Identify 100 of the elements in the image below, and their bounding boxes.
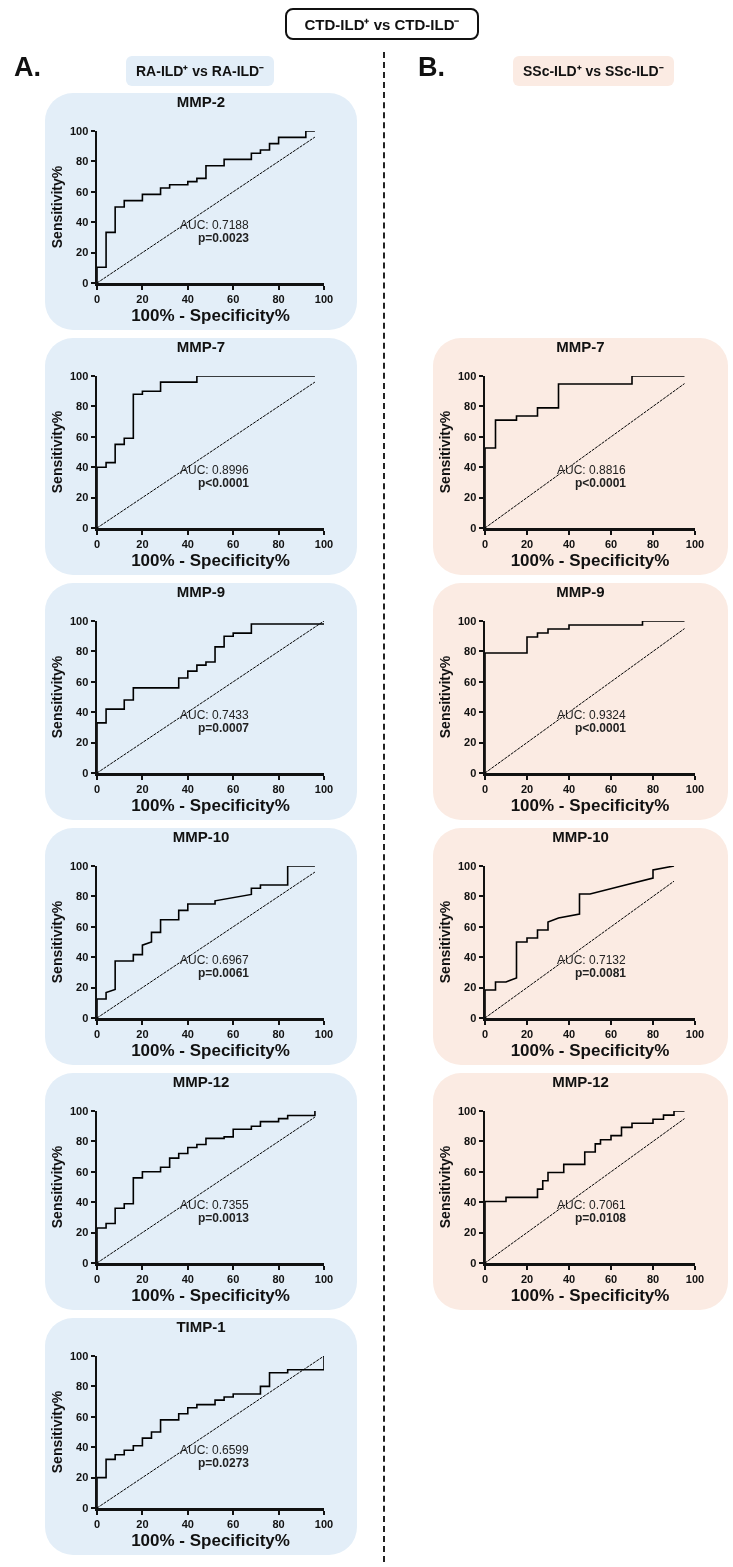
annotation: p<0.0001 bbox=[575, 721, 627, 735]
annotation: AUC: 0.8996 bbox=[180, 463, 250, 477]
x-axis-title: 100% - Specificity% bbox=[510, 796, 670, 816]
x-axis-title: 100% - Specificity% bbox=[510, 1041, 670, 1061]
y-tick-label: 60 bbox=[76, 430, 89, 443]
x-axis-title: 100% - Specificity% bbox=[510, 551, 670, 571]
x-tick-label: 80 bbox=[646, 1272, 660, 1285]
y-tick-label: 0 bbox=[82, 766, 89, 779]
x-tick-label: 20 bbox=[136, 537, 149, 550]
y-tick-label: 80 bbox=[76, 155, 89, 168]
x-tick-label: 20 bbox=[136, 1517, 149, 1530]
annotation: p=0.0007 bbox=[198, 721, 250, 735]
x-tick-label: 20 bbox=[520, 782, 534, 795]
chart-title: MMP-7 bbox=[176, 338, 226, 356]
x-tick-label: 100 bbox=[685, 537, 705, 550]
x-tick-label: 80 bbox=[272, 1272, 285, 1285]
x-axis-title: 100% - Specificity% bbox=[131, 551, 290, 571]
x-tick-label: 60 bbox=[227, 292, 240, 305]
y-tick-label: 20 bbox=[464, 981, 477, 994]
chart-title: MMP-10 bbox=[172, 828, 230, 846]
y-tick-label: 20 bbox=[464, 491, 477, 504]
y-tick-label: 20 bbox=[76, 981, 89, 994]
x-tick-label: 80 bbox=[272, 782, 285, 795]
text: SSc-ILD⁺ vs SSc-ILD⁻ bbox=[513, 56, 674, 86]
y-tick-label: 40 bbox=[76, 1441, 89, 1454]
y-tick-label: 20 bbox=[464, 1226, 477, 1239]
x-axis-title: 100% - Specificity% bbox=[131, 306, 290, 326]
y-tick-label: 100 bbox=[69, 124, 89, 137]
x-tick-label: 40 bbox=[181, 1517, 194, 1530]
y-tick-label: 40 bbox=[464, 951, 477, 964]
y-tick-label: 20 bbox=[464, 736, 477, 749]
x-tick-label: 0 bbox=[481, 782, 489, 795]
x-tick-label: 60 bbox=[227, 1517, 240, 1530]
x-tick-label: 100 bbox=[314, 782, 334, 795]
x-tick-label: 80 bbox=[646, 537, 660, 550]
x-tick-label: 100 bbox=[314, 537, 334, 550]
chart-title: MMP-9 bbox=[176, 583, 226, 601]
chart-title: MMP-10 bbox=[552, 828, 609, 846]
x-tick-label: 0 bbox=[481, 1027, 489, 1040]
x-axis-title: 100% - Specificity% bbox=[131, 1286, 290, 1306]
y-tick-label: 40 bbox=[76, 216, 89, 229]
y-tick-label: 80 bbox=[76, 890, 89, 903]
y-tick-label: 80 bbox=[464, 400, 477, 413]
x-tick-label: 100 bbox=[314, 1272, 334, 1285]
x-axis-title: 100% - Specificity% bbox=[510, 1286, 670, 1306]
x-tick-label: 80 bbox=[272, 537, 285, 550]
y-tick-label: 100 bbox=[69, 859, 89, 872]
annotation: AUC: 0.7355 bbox=[180, 1198, 250, 1212]
y-tick-label: 100 bbox=[69, 614, 89, 627]
y-tick-label: 0 bbox=[82, 1501, 89, 1514]
y-tick-label: 100 bbox=[457, 369, 477, 382]
y-axis-title: Sensitivity% bbox=[437, 410, 454, 494]
annotation: AUC: 0.6967 bbox=[180, 953, 250, 967]
x-axis-title: 100% - Specificity% bbox=[131, 1531, 290, 1551]
y-tick-label: 20 bbox=[76, 246, 89, 259]
text: A. bbox=[14, 52, 41, 83]
y-tick-label: 0 bbox=[82, 1011, 89, 1024]
x-tick-label: 0 bbox=[481, 537, 489, 550]
text: RA-ILD⁺ vs RA-ILD⁻ bbox=[126, 56, 275, 86]
x-tick-label: 60 bbox=[604, 1272, 618, 1285]
x-tick-label: 80 bbox=[272, 1517, 285, 1530]
y-axis-title: Sensitivity% bbox=[49, 1390, 66, 1474]
x-tick-label: 100 bbox=[685, 1027, 705, 1040]
y-tick-label: 80 bbox=[76, 400, 89, 413]
annotation: AUC: 0.6599 bbox=[180, 1443, 250, 1457]
x-tick-label: 40 bbox=[181, 782, 194, 795]
x-tick-label: 0 bbox=[93, 782, 101, 795]
y-tick-label: 80 bbox=[76, 1135, 89, 1148]
x-tick-label: 40 bbox=[562, 537, 576, 550]
y-axis-title: Sensitivity% bbox=[49, 655, 66, 739]
y-tick-label: 60 bbox=[76, 675, 89, 688]
x-tick-label: 60 bbox=[227, 782, 240, 795]
x-axis-title: 100% - Specificity% bbox=[131, 1041, 290, 1061]
y-tick-label: 20 bbox=[76, 1226, 89, 1239]
x-tick-label: 20 bbox=[520, 1272, 534, 1285]
y-tick-label: 100 bbox=[457, 614, 477, 627]
y-tick-label: 40 bbox=[464, 461, 477, 474]
y-tick-label: 40 bbox=[76, 1196, 89, 1209]
x-tick-label: 100 bbox=[685, 1272, 705, 1285]
x-tick-label: 80 bbox=[272, 292, 285, 305]
x-tick-label: 80 bbox=[272, 1027, 285, 1040]
y-tick-label: 80 bbox=[464, 1135, 477, 1148]
annotation: p=0.0013 bbox=[198, 1211, 250, 1225]
annotation: p=0.0081 bbox=[575, 966, 627, 980]
x-tick-label: 20 bbox=[136, 292, 149, 305]
annotation: AUC: 0.7433 bbox=[180, 708, 250, 722]
chart-title: MMP-12 bbox=[172, 1073, 230, 1091]
annotation: p=0.0273 bbox=[198, 1456, 250, 1470]
x-tick-label: 40 bbox=[562, 1027, 576, 1040]
annotation: AUC: 0.9324 bbox=[557, 708, 627, 722]
x-tick-label: 80 bbox=[646, 1027, 660, 1040]
chart-title: MMP-2 bbox=[176, 93, 226, 111]
chart-title: MMP-9 bbox=[556, 583, 605, 601]
x-tick-label: 40 bbox=[181, 1272, 194, 1285]
y-tick-label: 80 bbox=[464, 645, 477, 658]
y-tick-label: 80 bbox=[76, 645, 89, 658]
y-tick-label: 40 bbox=[76, 461, 89, 474]
x-tick-label: 100 bbox=[314, 1027, 334, 1040]
x-tick-label: 0 bbox=[93, 1272, 101, 1285]
y-axis-title: Sensitivity% bbox=[437, 1145, 454, 1229]
